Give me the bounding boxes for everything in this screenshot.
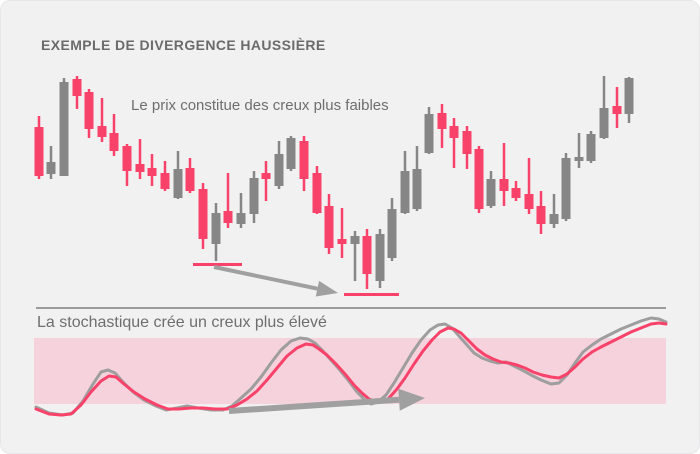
- candle-body: [223, 211, 233, 223]
- candle-body: [574, 157, 584, 161]
- candle-body: [46, 162, 56, 174]
- candle-wick: [577, 133, 581, 168]
- trend-arrow-head: [315, 280, 338, 297]
- candle-body: [122, 146, 132, 171]
- candle-body: [612, 106, 622, 114]
- candle-body: [274, 154, 284, 186]
- candle-body: [185, 168, 195, 191]
- candle-body: [624, 78, 634, 114]
- stochastic-annotation: La stochastique crée un creux plus élevé: [37, 314, 327, 331]
- candle-body: [312, 173, 322, 213]
- candle-body: [561, 158, 571, 219]
- candle-body: [286, 138, 296, 169]
- candle-body: [462, 131, 472, 154]
- swing-low-underline: [344, 293, 399, 296]
- candle-wick: [264, 161, 268, 201]
- candle-wick: [100, 98, 104, 142]
- candle-body: [211, 213, 221, 244]
- candle-body: [524, 194, 534, 209]
- candle-body: [198, 189, 208, 239]
- stochastic-band: [34, 338, 666, 404]
- candle-body: [249, 178, 259, 214]
- candle-wick: [340, 208, 344, 258]
- candle-body: [97, 126, 107, 137]
- swing-low-underline: [193, 263, 242, 266]
- candle-wick: [226, 173, 230, 228]
- candle-body: [147, 168, 157, 176]
- candle-wick: [502, 143, 506, 206]
- candle-body: [362, 236, 372, 274]
- price-annotation: Le prix constitue des creux plus faibles: [131, 97, 389, 114]
- candle-body: [599, 108, 609, 138]
- candle-body: [412, 169, 422, 209]
- candle-wick: [353, 231, 357, 281]
- candle-body: [173, 169, 183, 198]
- candle-body: [499, 179, 509, 191]
- candle-body: [299, 141, 309, 179]
- trend-arrow-shaft: [213, 265, 318, 291]
- candle-body: [387, 209, 397, 258]
- candle-wick: [602, 76, 606, 139]
- chart-title: EXEMPLE DE DIVERGENCE HAUSSIÈRE: [41, 37, 326, 53]
- candle-wick: [138, 139, 142, 179]
- candle-body: [337, 239, 347, 244]
- candle-body: [549, 214, 559, 224]
- candle-body: [34, 127, 44, 176]
- candle-body: [324, 206, 334, 248]
- candle-wick: [552, 194, 556, 228]
- candle-wick: [239, 193, 243, 228]
- trend-arrow-head: [398, 388, 425, 411]
- candle-body: [586, 134, 596, 161]
- trend-arrow-shaft: [228, 396, 400, 414]
- candle-body: [135, 164, 145, 172]
- candle-body: [261, 173, 271, 179]
- candle-body: [449, 126, 459, 138]
- candle-body: [486, 179, 496, 206]
- candle-body: [511, 188, 521, 198]
- candle-wick: [452, 118, 456, 168]
- candle-body: [400, 171, 410, 213]
- candle-body: [437, 113, 447, 129]
- candle-wick: [527, 158, 531, 214]
- candle-body: [84, 92, 94, 129]
- candle-body: [375, 234, 385, 281]
- candle-body: [72, 79, 82, 96]
- candle-body: [59, 82, 69, 176]
- candle-body: [160, 173, 170, 189]
- candle-body: [109, 133, 119, 151]
- candle-body: [424, 114, 434, 153]
- candle-body: [350, 236, 360, 244]
- candle-body: [536, 206, 546, 224]
- candle-body: [236, 213, 246, 224]
- candle-body: [474, 149, 484, 209]
